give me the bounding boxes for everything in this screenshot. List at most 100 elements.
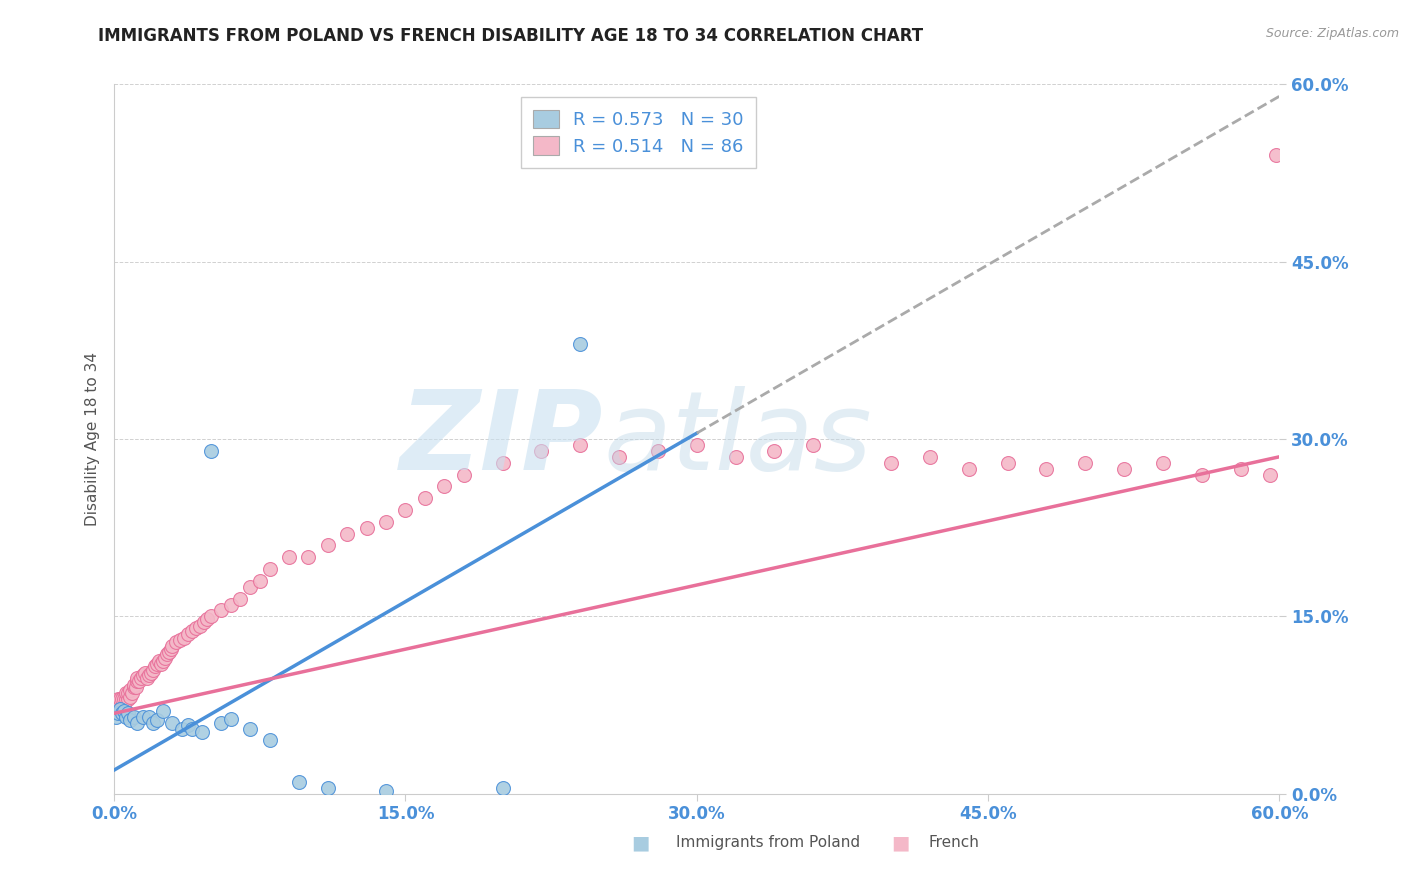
Point bbox=[491, 780, 513, 795]
Point bbox=[219, 712, 242, 726]
Point bbox=[1229, 461, 1251, 475]
Point bbox=[136, 671, 159, 685]
Point bbox=[142, 663, 165, 677]
Point bbox=[177, 718, 200, 732]
Y-axis label: Disability Age 18 to 34: Disability Age 18 to 34 bbox=[86, 352, 100, 526]
Point bbox=[115, 692, 138, 706]
Text: Source: ZipAtlas.com: Source: ZipAtlas.com bbox=[1265, 27, 1399, 40]
Point bbox=[239, 580, 262, 594]
Point bbox=[111, 700, 134, 714]
Point bbox=[108, 692, 131, 706]
Text: ZIP: ZIP bbox=[401, 385, 603, 492]
Point bbox=[107, 706, 129, 721]
Point bbox=[105, 710, 128, 724]
Text: IMMIGRANTS FROM POLAND VS FRENCH DISABILITY AGE 18 TO 34 CORRELATION CHART: IMMIGRANTS FROM POLAND VS FRENCH DISABIL… bbox=[98, 27, 924, 45]
Point bbox=[152, 654, 174, 668]
Point bbox=[188, 619, 211, 633]
Point bbox=[180, 722, 202, 736]
Point bbox=[138, 668, 160, 682]
Point bbox=[316, 780, 339, 795]
Point bbox=[647, 443, 669, 458]
Point bbox=[127, 674, 149, 689]
Point bbox=[153, 650, 176, 665]
Point bbox=[115, 710, 138, 724]
Point bbox=[239, 722, 262, 736]
Point bbox=[112, 700, 135, 714]
Point bbox=[229, 591, 252, 606]
Point bbox=[249, 574, 271, 588]
Point bbox=[177, 627, 200, 641]
Point bbox=[112, 704, 135, 718]
Point bbox=[1258, 467, 1281, 482]
Point bbox=[287, 775, 309, 789]
Text: ■: ■ bbox=[891, 833, 910, 852]
Point bbox=[157, 645, 180, 659]
Point bbox=[259, 562, 281, 576]
Point bbox=[146, 657, 169, 671]
Point bbox=[180, 624, 202, 638]
Point bbox=[122, 710, 145, 724]
Point bbox=[1074, 456, 1097, 470]
Point bbox=[197, 612, 219, 626]
Text: ■: ■ bbox=[631, 833, 650, 852]
Point bbox=[530, 443, 553, 458]
Point bbox=[117, 706, 139, 721]
Point bbox=[124, 681, 146, 695]
Point bbox=[394, 503, 416, 517]
Point bbox=[131, 671, 153, 685]
Point bbox=[413, 491, 436, 505]
Point bbox=[152, 704, 174, 718]
Point bbox=[375, 784, 398, 798]
Point bbox=[1035, 461, 1057, 475]
Point bbox=[278, 550, 301, 565]
Point bbox=[190, 725, 212, 739]
Point bbox=[162, 639, 184, 653]
Point bbox=[156, 647, 179, 661]
Point bbox=[1152, 456, 1174, 470]
Point bbox=[122, 681, 145, 695]
Point bbox=[997, 456, 1019, 470]
Point bbox=[336, 526, 359, 541]
Point bbox=[880, 456, 903, 470]
Point bbox=[111, 692, 134, 706]
Point bbox=[115, 686, 138, 700]
Point bbox=[132, 668, 155, 682]
Point bbox=[173, 631, 195, 645]
Point bbox=[122, 678, 145, 692]
Point bbox=[259, 733, 281, 747]
Point bbox=[1112, 461, 1135, 475]
Point bbox=[184, 621, 207, 635]
Point bbox=[209, 715, 232, 730]
Point bbox=[356, 521, 378, 535]
Point bbox=[433, 479, 456, 493]
Point bbox=[316, 538, 339, 552]
Point bbox=[1264, 148, 1286, 162]
Point bbox=[219, 598, 242, 612]
Text: Immigrants from Poland: Immigrants from Poland bbox=[676, 835, 860, 850]
Point bbox=[724, 450, 747, 464]
Point bbox=[297, 550, 319, 565]
Point bbox=[200, 443, 222, 458]
Point bbox=[112, 692, 135, 706]
Point bbox=[148, 654, 170, 668]
Point bbox=[105, 698, 128, 712]
Point bbox=[763, 443, 786, 458]
Point bbox=[491, 456, 513, 470]
Point bbox=[134, 666, 156, 681]
Point bbox=[107, 692, 129, 706]
Point bbox=[127, 715, 149, 730]
Point bbox=[117, 692, 139, 706]
Point bbox=[162, 715, 184, 730]
Legend: R = 0.573   N = 30, R = 0.514   N = 86: R = 0.573 N = 30, R = 0.514 N = 86 bbox=[520, 97, 756, 169]
Point bbox=[142, 715, 165, 730]
Point bbox=[118, 690, 141, 704]
Point bbox=[569, 438, 592, 452]
Point bbox=[169, 632, 191, 647]
Point bbox=[121, 686, 143, 700]
Point bbox=[138, 710, 160, 724]
Point bbox=[143, 659, 166, 673]
Point bbox=[172, 722, 194, 736]
Text: French: French bbox=[929, 835, 980, 850]
Point bbox=[957, 461, 980, 475]
Point bbox=[107, 701, 129, 715]
